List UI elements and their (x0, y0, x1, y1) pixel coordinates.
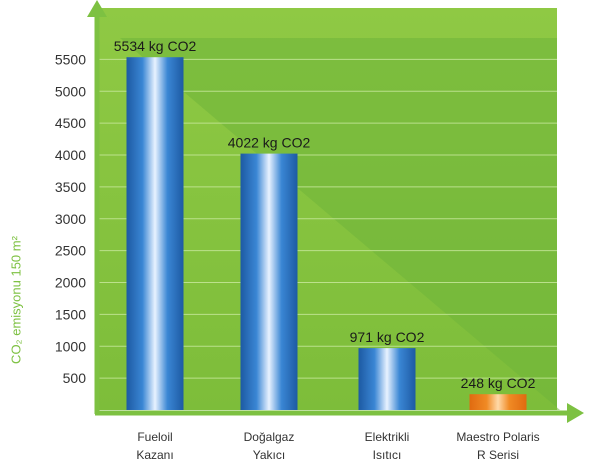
x-category-line1: Maestro Polaris (456, 430, 540, 444)
x-category-line2: Kazanı (136, 448, 174, 462)
y-tick-label: 2000 (55, 275, 86, 291)
x-category-line2: Isıtıcı (372, 448, 402, 462)
bar (469, 394, 527, 410)
y-axis-arrow (87, 0, 107, 17)
y-tick-label: 1000 (55, 338, 86, 354)
y-axis-label: CO₂ emisyonu 150 m² (8, 236, 24, 364)
x-category-label: Doğalgaz Yakıcı (209, 428, 329, 464)
bars (126, 57, 527, 411)
y-tick-label: 5500 (55, 51, 86, 67)
y-tick-label: 3000 (55, 211, 86, 227)
x-category-line1: Doğalgaz (243, 430, 295, 444)
x-category-line2: Yakıcı (252, 448, 286, 462)
y-tick-label: 500 (63, 370, 87, 386)
y-tick-label: 5000 (55, 83, 86, 99)
x-category-label: Elektrikli Isıtıcı (327, 428, 447, 464)
x-category-line1: Fueloil (137, 430, 173, 444)
y-tick-label: 2500 (55, 243, 86, 259)
y-tick-label: 4000 (55, 147, 86, 163)
y-tick-labels: 500 1000 1500 2000 2500 3000 3500 4000 4500 5000 5… (55, 51, 86, 386)
y-tick-label: 1500 (55, 306, 86, 322)
bar (240, 153, 298, 410)
bar (126, 57, 184, 411)
x-axis-arrow (567, 403, 584, 423)
x-category-label: Maestro Polaris R Serisi (438, 428, 558, 464)
data-label: 971 kg CO2 (350, 329, 425, 345)
data-label: 4022 kg CO2 (228, 135, 311, 151)
data-labels: 5534 kg CO2 4022 kg CO2 971 kg CO2 248 kg C… (114, 38, 536, 391)
x-category-line2: R Serisi (476, 448, 519, 462)
plot-shade (120, 38, 560, 410)
x-category-line1: Elektrikli (364, 430, 410, 444)
y-tick-label: 4500 (55, 115, 86, 131)
data-label: 5534 kg CO2 (114, 38, 197, 54)
bar (358, 348, 416, 410)
y-axis-label-wrap: CO₂ emisyonu 150 m² (4, 200, 28, 400)
y-tick-label: 3500 (55, 179, 86, 195)
data-label: 248 kg CO2 (461, 375, 536, 391)
x-category-label: Fueloil Kazanı (95, 428, 215, 464)
